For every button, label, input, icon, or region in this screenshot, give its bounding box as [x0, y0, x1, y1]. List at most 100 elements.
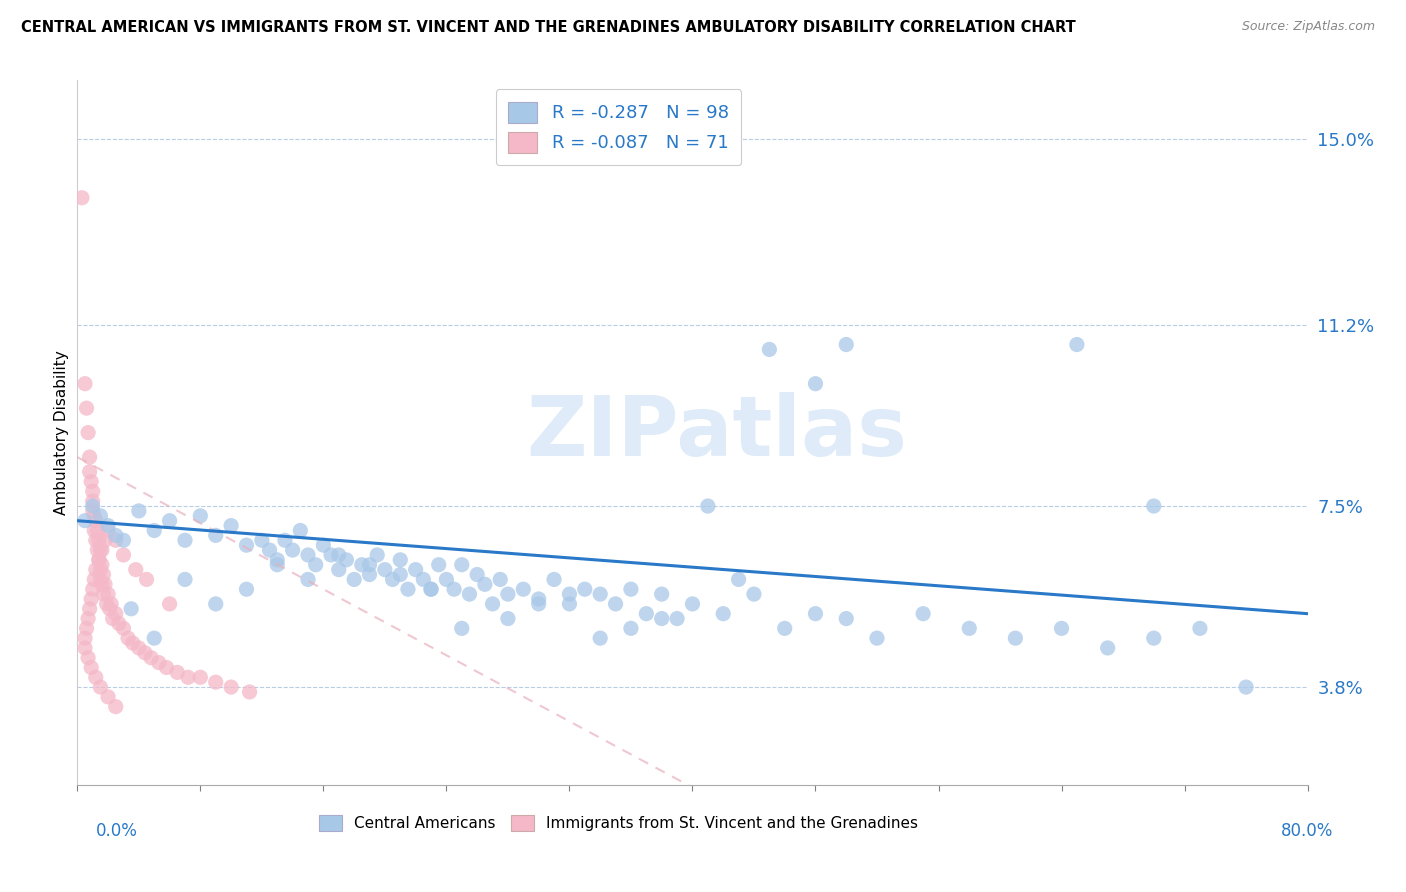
- Point: [204, 528, 226, 542]
- Point: [76, 401, 98, 416]
- Point: [381, 573, 404, 587]
- Point: [82, 494, 104, 508]
- Point: [82, 504, 104, 518]
- Point: [496, 587, 519, 601]
- Point: [143, 524, 166, 538]
- Point: [84, 533, 107, 548]
- Point: [1004, 631, 1026, 645]
- Point: [758, 343, 780, 357]
- Point: [73, 631, 96, 645]
- Point: [266, 558, 288, 572]
- Point: [250, 533, 273, 548]
- Point: [174, 573, 197, 587]
- Point: [450, 621, 472, 635]
- Point: [589, 631, 612, 645]
- Point: [620, 621, 643, 635]
- Point: [89, 573, 111, 587]
- Point: [82, 484, 104, 499]
- Point: [112, 533, 135, 548]
- Point: [219, 680, 242, 694]
- Point: [204, 597, 226, 611]
- Point: [328, 563, 350, 577]
- Point: [620, 582, 643, 597]
- Point: [727, 573, 749, 587]
- Point: [73, 640, 96, 655]
- Point: [1097, 640, 1119, 655]
- Point: [312, 538, 335, 552]
- Point: [343, 573, 366, 587]
- Point: [84, 670, 107, 684]
- Point: [335, 553, 357, 567]
- Text: 0.0%: 0.0%: [96, 822, 138, 840]
- Point: [281, 543, 304, 558]
- Point: [188, 670, 212, 684]
- Point: [436, 573, 458, 587]
- Point: [297, 548, 319, 562]
- Point: [82, 582, 104, 597]
- Point: [297, 573, 319, 587]
- Point: [128, 640, 150, 655]
- Point: [305, 558, 328, 572]
- Point: [666, 611, 689, 625]
- Point: [79, 450, 101, 464]
- Point: [90, 543, 114, 558]
- Point: [89, 543, 111, 558]
- Point: [1066, 337, 1088, 351]
- Point: [188, 508, 212, 523]
- Point: [101, 611, 124, 625]
- Point: [98, 602, 121, 616]
- Point: [77, 425, 100, 440]
- Point: [93, 587, 115, 601]
- Point: [259, 543, 281, 558]
- Point: [682, 597, 704, 611]
- Point: [773, 621, 796, 635]
- Point: [87, 533, 110, 548]
- Point: [79, 465, 101, 479]
- Point: [108, 616, 131, 631]
- Point: [389, 567, 412, 582]
- Point: [328, 548, 350, 562]
- Point: [93, 567, 115, 582]
- Point: [86, 543, 108, 558]
- Point: [177, 670, 200, 684]
- Point: [427, 558, 450, 572]
- Point: [73, 376, 96, 391]
- Point: [104, 533, 127, 548]
- Point: [90, 558, 114, 572]
- Point: [1188, 621, 1211, 635]
- Point: [174, 533, 197, 548]
- Point: [94, 577, 117, 591]
- Point: [82, 499, 104, 513]
- Point: [86, 524, 108, 538]
- Point: [458, 587, 481, 601]
- Point: [804, 376, 827, 391]
- Point: [636, 607, 658, 621]
- Point: [87, 553, 110, 567]
- Point: [527, 592, 550, 607]
- Point: [527, 597, 550, 611]
- Y-axis label: Ambulatory Disability: Ambulatory Disability: [53, 351, 69, 515]
- Point: [87, 553, 110, 567]
- Text: 80.0%: 80.0%: [1281, 822, 1333, 840]
- Point: [558, 597, 581, 611]
- Point: [94, 533, 117, 548]
- Point: [651, 611, 673, 625]
- Text: CENTRAL AMERICAN VS IMMIGRANTS FROM ST. VINCENT AND THE GRENADINES AMBULATORY DI: CENTRAL AMERICAN VS IMMIGRANTS FROM ST. …: [21, 20, 1076, 35]
- Point: [396, 582, 419, 597]
- Point: [489, 573, 512, 587]
- Point: [166, 665, 188, 680]
- Point: [84, 514, 107, 528]
- Point: [83, 524, 105, 538]
- Point: [77, 650, 100, 665]
- Point: [696, 499, 718, 513]
- Point: [128, 504, 150, 518]
- Point: [359, 567, 381, 582]
- Point: [274, 533, 297, 548]
- Point: [1143, 631, 1166, 645]
- Point: [235, 582, 257, 597]
- Point: [89, 563, 111, 577]
- Point: [112, 548, 135, 562]
- Point: [235, 538, 257, 552]
- Point: [558, 587, 581, 601]
- Point: [496, 611, 519, 625]
